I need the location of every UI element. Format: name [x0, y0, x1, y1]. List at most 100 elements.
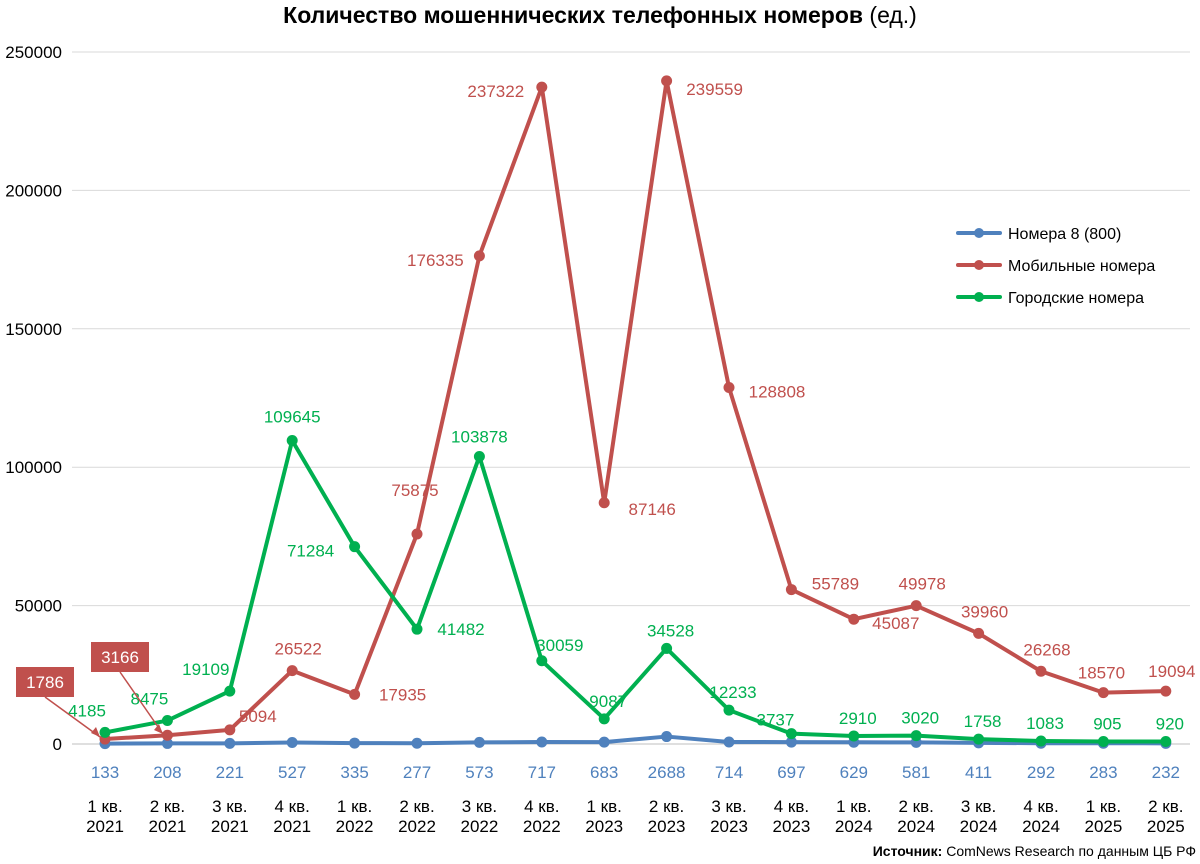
x-tick-label: 2023 — [648, 817, 686, 836]
x-tick-label: 2024 — [897, 817, 935, 836]
data-label: 717 — [528, 763, 556, 782]
data-label: 19094 — [1148, 662, 1195, 681]
data-label: 629 — [840, 763, 868, 782]
data-label: 19109 — [182, 660, 229, 679]
data-point — [473, 250, 485, 262]
y-tick-label: 250000 — [5, 43, 62, 62]
data-label: 41482 — [437, 620, 484, 639]
source-text: ComNews Research по данным ЦБ РФ — [946, 843, 1196, 859]
data-label: 2688 — [648, 763, 686, 782]
data-label: 26268 — [1023, 640, 1070, 659]
y-tick-label: 50000 — [15, 597, 62, 616]
data-label: 176335 — [407, 251, 464, 270]
x-tick-label: 2022 — [398, 817, 436, 836]
data-point — [848, 613, 860, 625]
data-label: 208 — [153, 763, 181, 782]
data-label: 239559 — [686, 80, 743, 99]
data-point — [598, 713, 610, 725]
data-point — [536, 81, 548, 93]
data-label: 697 — [777, 763, 805, 782]
data-point — [598, 497, 610, 509]
series-line — [103, 438, 1168, 744]
data-point — [598, 736, 610, 748]
x-tick-label: 2 кв. — [399, 797, 434, 816]
y-tick-label: 150000 — [5, 320, 62, 339]
series-line — [103, 78, 1168, 742]
data-point — [661, 75, 673, 87]
legend-label: Номера 8 (800) — [1008, 226, 1121, 243]
chart-title: Количество мошеннических телефонных номе… — [0, 2, 1200, 29]
data-point — [536, 736, 548, 748]
data-label: 75875 — [391, 481, 438, 500]
x-tick-label: 2024 — [835, 817, 873, 836]
data-point — [99, 726, 111, 738]
x-tick-label: 2023 — [585, 817, 623, 836]
callout-leader — [44, 696, 101, 738]
data-point — [286, 435, 298, 447]
data-point — [224, 737, 236, 749]
data-point — [411, 528, 423, 540]
x-tick-label: 4 кв. — [524, 797, 559, 816]
data-point — [661, 731, 673, 743]
x-tick-label: 2022 — [336, 817, 374, 836]
data-label: 920 — [1156, 714, 1184, 733]
data-label: 221 — [216, 763, 244, 782]
x-tick-label: 4 кв. — [1023, 797, 1058, 816]
data-point — [349, 688, 361, 700]
data-point — [1097, 687, 1109, 699]
data-point — [910, 730, 922, 742]
data-label: 5094 — [239, 707, 277, 726]
callout-arrow — [154, 724, 163, 734]
data-point — [411, 623, 423, 635]
source-label: Источник: — [872, 843, 943, 859]
data-label: 2910 — [839, 709, 877, 728]
data-label: 8475 — [130, 690, 168, 709]
callout-box — [16, 667, 74, 697]
data-label: 39960 — [961, 602, 1008, 621]
data-point — [661, 642, 673, 654]
x-tick-label: 2025 — [1147, 817, 1185, 836]
callout-box — [91, 642, 149, 672]
data-point — [224, 724, 236, 736]
data-point — [1160, 735, 1172, 747]
callout-arrow — [91, 727, 100, 737]
chart-title-main: Количество мошеннических телефонных номе… — [283, 2, 864, 28]
chart-title-unit: (ед.) — [869, 2, 917, 28]
data-label: 109645 — [264, 408, 321, 427]
data-label: 30059 — [536, 636, 583, 655]
x-tick-label: 3 кв. — [212, 797, 247, 816]
callout-label: 1786 — [26, 673, 64, 692]
data-point — [723, 381, 735, 393]
data-point — [349, 541, 361, 553]
data-point — [785, 736, 797, 748]
data-label: 9087 — [589, 692, 627, 711]
data-label: 26522 — [275, 640, 322, 659]
data-point — [1160, 685, 1172, 697]
callout-label: 3166 — [101, 648, 139, 667]
x-tick-label: 1 кв. — [1086, 797, 1121, 816]
data-label: 905 — [1093, 714, 1121, 733]
data-label: 133 — [91, 763, 119, 782]
y-tick-label: 100000 — [5, 458, 62, 477]
data-label: 232 — [1152, 763, 1180, 782]
data-point — [349, 737, 361, 749]
data-point — [973, 627, 985, 639]
data-point — [785, 728, 797, 740]
data-point — [473, 736, 485, 748]
data-point — [723, 736, 735, 748]
data-point — [473, 450, 485, 462]
x-tick-label: 3 кв. — [462, 797, 497, 816]
legend-swatch-marker — [974, 228, 984, 238]
data-point — [910, 600, 922, 612]
data-label: 71284 — [287, 542, 334, 561]
data-point — [848, 730, 860, 742]
data-point — [723, 704, 735, 716]
x-tick-label: 4 кв. — [275, 797, 310, 816]
x-tick-label: 2 кв. — [150, 797, 185, 816]
x-tick-label: 2022 — [523, 817, 561, 836]
legend-swatch-marker — [974, 260, 984, 270]
data-point — [286, 737, 298, 749]
data-point — [973, 733, 985, 745]
data-point — [1035, 735, 1047, 747]
data-point — [1035, 665, 1047, 677]
